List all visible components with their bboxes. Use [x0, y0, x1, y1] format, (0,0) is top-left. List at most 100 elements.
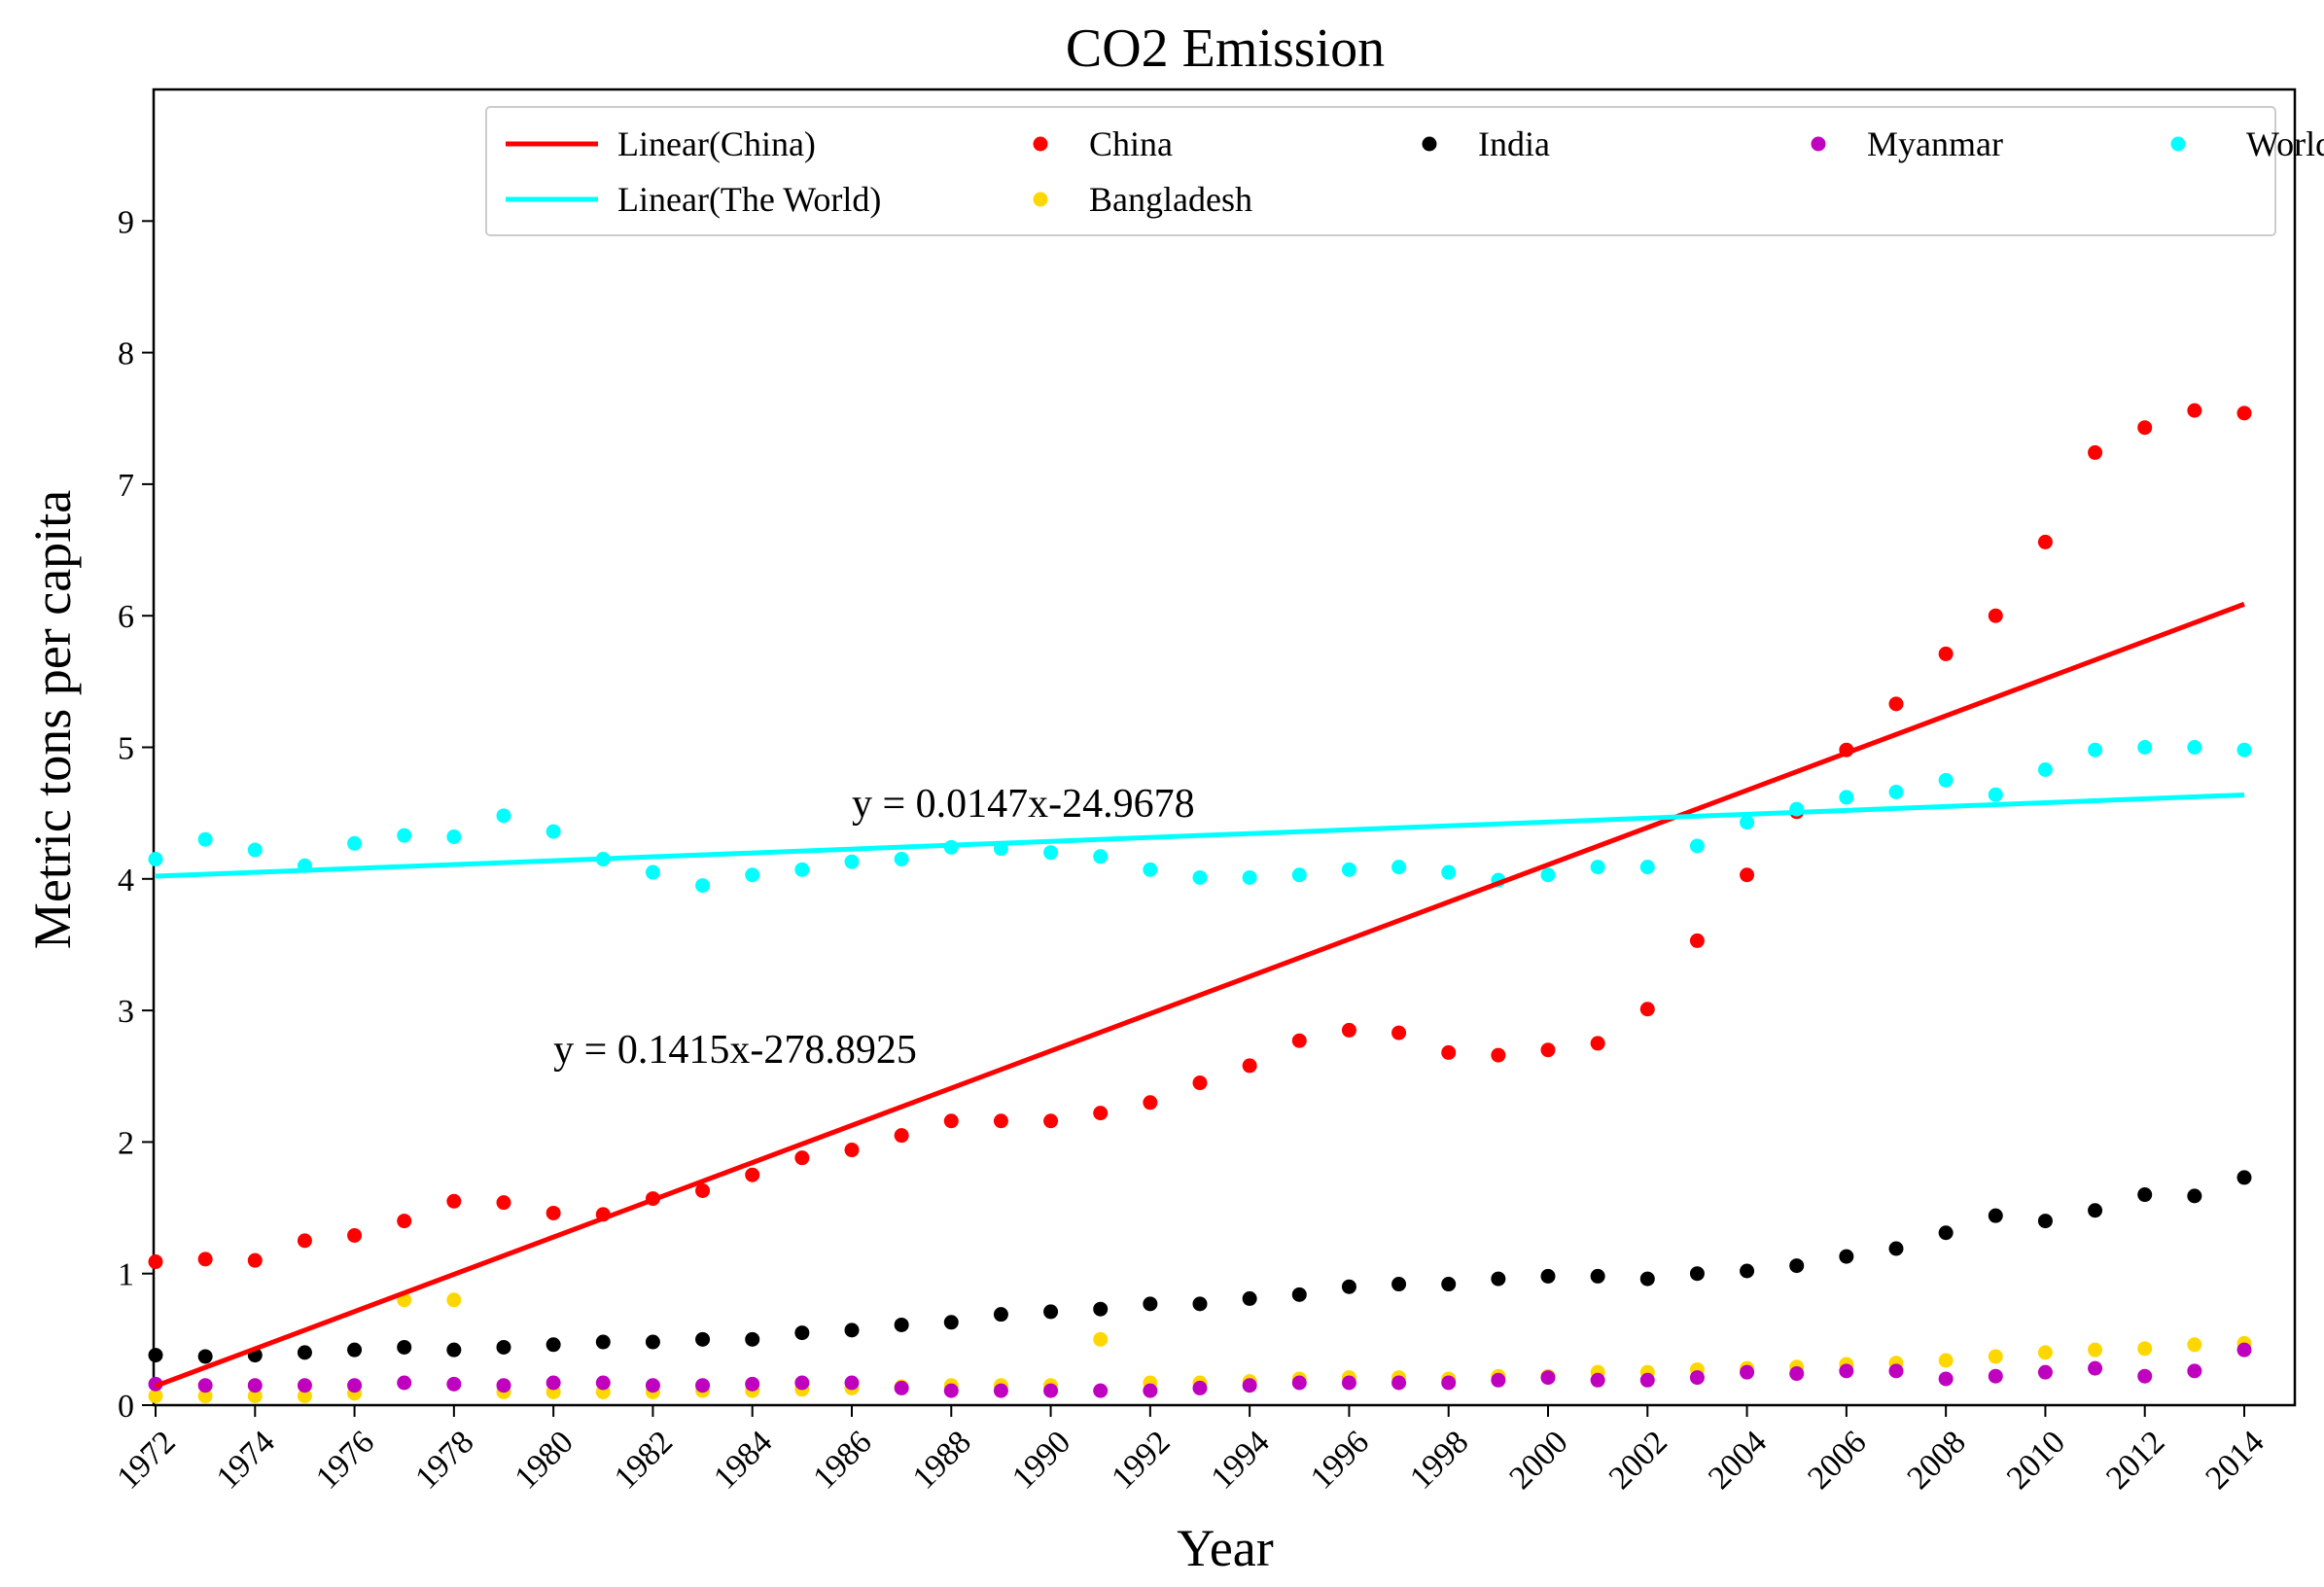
- china-point: [844, 1143, 860, 1158]
- x-tick-label: 2010: [2000, 1424, 2072, 1496]
- world-point: [1441, 864, 1457, 880]
- india-point: [1639, 1271, 1655, 1287]
- india-point: [546, 1337, 561, 1353]
- y-tick-label: 2: [118, 1125, 134, 1161]
- china-point: [297, 1233, 312, 1249]
- legend-box: [485, 106, 2276, 236]
- world-point: [397, 828, 412, 843]
- x-tick-label: 2008: [1901, 1424, 1973, 1496]
- y-tick-label: 9: [118, 204, 134, 240]
- india-point: [943, 1315, 959, 1330]
- myanmar-point: [1043, 1383, 1059, 1398]
- myanmar-point: [2137, 1368, 2153, 1384]
- y-tick-label: 4: [118, 863, 134, 899]
- world-point: [247, 842, 263, 858]
- world-point: [1740, 815, 1755, 830]
- world-point: [1192, 869, 1208, 885]
- india-point: [197, 1349, 213, 1364]
- myanmar-point: [745, 1376, 760, 1392]
- india-point: [1888, 1241, 1904, 1256]
- china-point: [347, 1227, 363, 1243]
- china-point: [197, 1252, 213, 1267]
- legend-swatch-myanmar: [1811, 136, 1826, 152]
- legend-label-india: India: [1478, 124, 1550, 163]
- myanmar-point: [1988, 1368, 2003, 1384]
- world-point: [1291, 867, 1307, 883]
- world-point: [2187, 740, 2202, 755]
- world-point: [844, 854, 860, 869]
- india-point: [1391, 1277, 1407, 1292]
- world-point: [446, 829, 462, 845]
- myanmar-point: [1192, 1380, 1208, 1395]
- x-tick-label: 1972: [110, 1424, 182, 1496]
- legend-label-linear-china-: Linear(China): [617, 124, 816, 163]
- bangladesh-point: [446, 1292, 462, 1308]
- x-tick-label: 1988: [906, 1424, 978, 1496]
- india-point: [2187, 1188, 2202, 1204]
- world-point: [794, 862, 810, 877]
- x-tick-label: 1998: [1403, 1424, 1475, 1496]
- y-tick-label: 5: [118, 731, 134, 767]
- china-point: [446, 1193, 462, 1209]
- china-point: [1291, 1033, 1307, 1048]
- myanmar-point: [993, 1383, 1008, 1398]
- myanmar-point: [595, 1375, 611, 1391]
- bangladesh-point: [2187, 1337, 2202, 1353]
- india-point: [1540, 1268, 1556, 1284]
- china-point: [1143, 1095, 1158, 1111]
- chart-title: CO2 Emission: [1066, 18, 1385, 79]
- india-point: [397, 1339, 412, 1355]
- myanmar-point: [546, 1375, 561, 1391]
- world-point: [1590, 860, 1605, 875]
- myanmar-point: [397, 1375, 412, 1391]
- myanmar-point: [1789, 1366, 1805, 1382]
- world-point: [1639, 860, 1655, 875]
- x-tick-label: 1974: [210, 1424, 282, 1496]
- x-tick-label: 1992: [1105, 1424, 1177, 1496]
- myanmar-point: [695, 1378, 711, 1393]
- myanmar-point: [2037, 1364, 2053, 1380]
- world-point: [148, 852, 163, 867]
- india-point: [1740, 1263, 1755, 1279]
- india-point: [1291, 1287, 1307, 1302]
- india-point: [1192, 1296, 1208, 1312]
- china-point: [1689, 933, 1705, 948]
- world-point: [197, 831, 213, 847]
- china-point: [1192, 1076, 1208, 1091]
- china-point: [2037, 534, 2053, 549]
- china-point: [148, 1254, 163, 1270]
- myanmar-point: [794, 1375, 810, 1391]
- myanmar-point: [1540, 1370, 1556, 1386]
- myanmar-point: [1093, 1383, 1109, 1398]
- myanmar-point: [645, 1378, 660, 1393]
- world-point: [1888, 785, 1904, 800]
- india-point: [1043, 1304, 1059, 1320]
- bangladesh-point: [2137, 1341, 2153, 1357]
- world-point: [496, 808, 511, 824]
- world-point: [1341, 862, 1356, 877]
- india-point: [993, 1307, 1008, 1322]
- bangladesh-point: [148, 1389, 163, 1404]
- india-point: [1789, 1258, 1805, 1274]
- china-point: [247, 1252, 263, 1268]
- world-point: [2137, 740, 2153, 755]
- china-point: [2187, 403, 2202, 418]
- world-point: [1143, 862, 1158, 877]
- world-point: [1391, 860, 1407, 875]
- y-tick-label: 3: [118, 994, 134, 1030]
- x-tick-label: 1990: [1005, 1424, 1077, 1496]
- india-point: [148, 1348, 163, 1363]
- world-point: [695, 878, 711, 894]
- india-point: [844, 1322, 860, 1338]
- china-point: [1391, 1025, 1407, 1040]
- y-tick-label: 8: [118, 336, 134, 372]
- legend-swatch-bangladesh: [1033, 192, 1048, 207]
- x-tick-label: 1994: [1205, 1424, 1277, 1496]
- india-point: [1689, 1266, 1705, 1282]
- x-tick-label: 2002: [1602, 1424, 1674, 1496]
- china-point: [1441, 1044, 1457, 1060]
- myanmar-point: [943, 1383, 959, 1398]
- myanmar-point: [2088, 1360, 2103, 1376]
- world-point: [645, 864, 660, 880]
- india-point: [1242, 1290, 1257, 1306]
